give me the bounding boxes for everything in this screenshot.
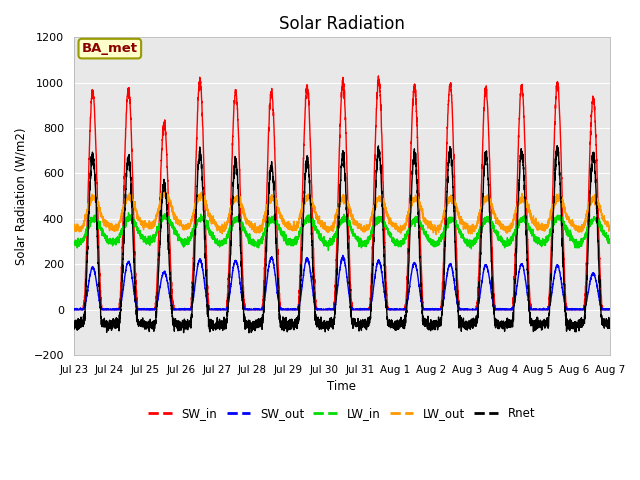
LW_in [606, 237, 614, 243]
Rnet [606, 318, 614, 324]
LW_out [462, 226, 470, 232]
SW_out [606, 306, 614, 312]
SW_out [462, 306, 470, 312]
SW_in [166, 245, 174, 251]
LW_out [166, 204, 174, 209]
Title: Solar Radiation: Solar Radiation [279, 15, 404, 33]
LW_in [493, 232, 500, 238]
Line: Rnet: Rnet [74, 146, 610, 333]
LW_out [322, 227, 330, 232]
X-axis label: Time: Time [327, 380, 356, 393]
Rnet [322, 323, 330, 328]
LW_in [322, 242, 330, 248]
LW_out [606, 227, 614, 232]
LW_in [166, 219, 174, 225]
LW_in [70, 240, 77, 245]
SW_in [606, 307, 614, 312]
Rnet [166, 277, 174, 283]
Rnet [554, 143, 561, 149]
LW_in [462, 237, 470, 243]
SW_out [322, 307, 330, 312]
Line: LW_in: LW_in [74, 213, 610, 251]
LW_out [161, 189, 169, 195]
LW_out [605, 223, 613, 229]
SW_in [322, 307, 330, 312]
LW_in [125, 210, 132, 216]
SW_out [339, 252, 347, 258]
SW_out [433, 307, 440, 312]
Rnet [245, 330, 253, 336]
SW_in [70, 307, 77, 312]
LW_out [433, 228, 440, 233]
LW_in [433, 243, 440, 249]
Line: SW_in: SW_in [74, 76, 610, 310]
Line: SW_out: SW_out [74, 255, 610, 310]
Rnet [433, 321, 440, 326]
SW_in [605, 307, 613, 312]
SW_out [605, 306, 613, 312]
SW_in [374, 73, 382, 79]
LW_in [605, 239, 613, 244]
SW_out [166, 295, 174, 300]
Rnet [492, 317, 500, 323]
SW_in [433, 307, 440, 312]
LW_out [493, 219, 500, 225]
Y-axis label: Solar Radiation (W/m2): Solar Radiation (W/m2) [15, 127, 28, 265]
SW_out [70, 307, 77, 312]
Rnet [462, 326, 470, 332]
LW_out [432, 231, 440, 237]
Text: BA_met: BA_met [82, 42, 138, 55]
Rnet [70, 320, 77, 326]
SW_out [492, 307, 500, 312]
LW_in [324, 248, 332, 253]
LW_out [70, 226, 77, 231]
SW_in [492, 307, 500, 312]
Legend: SW_in, SW_out, LW_in, LW_out, Rnet: SW_in, SW_out, LW_in, LW_out, Rnet [144, 402, 540, 425]
SW_in [462, 307, 470, 312]
Rnet [605, 322, 613, 328]
Line: LW_out: LW_out [74, 192, 610, 234]
